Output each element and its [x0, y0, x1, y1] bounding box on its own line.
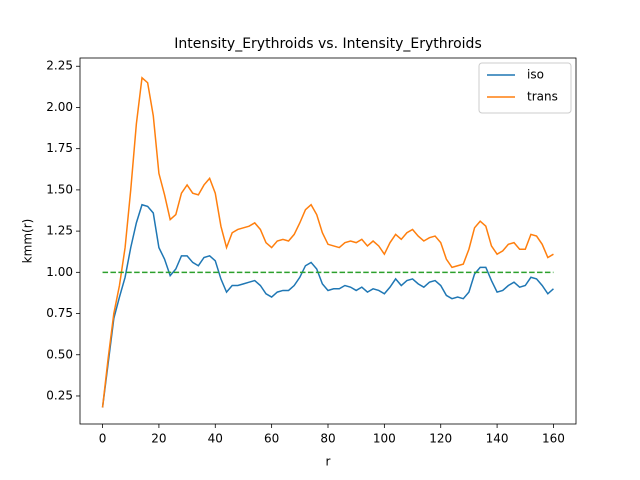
- x-tick-label: 20: [151, 432, 166, 446]
- y-axis-label: kmm(r): [21, 219, 35, 264]
- y-tick-label: 1.00: [46, 265, 73, 279]
- y-tick-label: 0.25: [46, 388, 73, 402]
- x-tick-label: 80: [320, 432, 335, 446]
- y-tick-label: 2.00: [46, 100, 73, 114]
- plot-frame: [79, 57, 577, 425]
- line-series: [101, 203, 554, 408]
- y-tick-label: 0.75: [46, 306, 73, 320]
- legend-label: trans: [527, 90, 558, 104]
- x-axis-label: r: [326, 455, 331, 469]
- x-tick-label: 60: [264, 432, 279, 446]
- line-series: [101, 76, 554, 408]
- chart-title: Intensity_Erythroids vs. Intensity_Eryth…: [174, 36, 481, 52]
- x-tick-label: 160: [542, 432, 565, 446]
- y-tick-label: 0.50: [46, 347, 73, 361]
- x-tick-label: 40: [208, 432, 223, 446]
- x-tick-label: 100: [373, 432, 396, 446]
- legend-label: iso: [527, 68, 544, 82]
- y-tick-label: 1.75: [46, 141, 73, 155]
- legend-box: [478, 62, 572, 114]
- x-tick-label: 140: [486, 432, 509, 446]
- y-tick-label: 1.25: [46, 224, 73, 238]
- y-tick-label: 2.25: [46, 59, 73, 73]
- x-tick-label: 120: [429, 432, 452, 446]
- y-tick-label: 1.50: [46, 182, 73, 196]
- x-tick-label: 0: [99, 432, 107, 446]
